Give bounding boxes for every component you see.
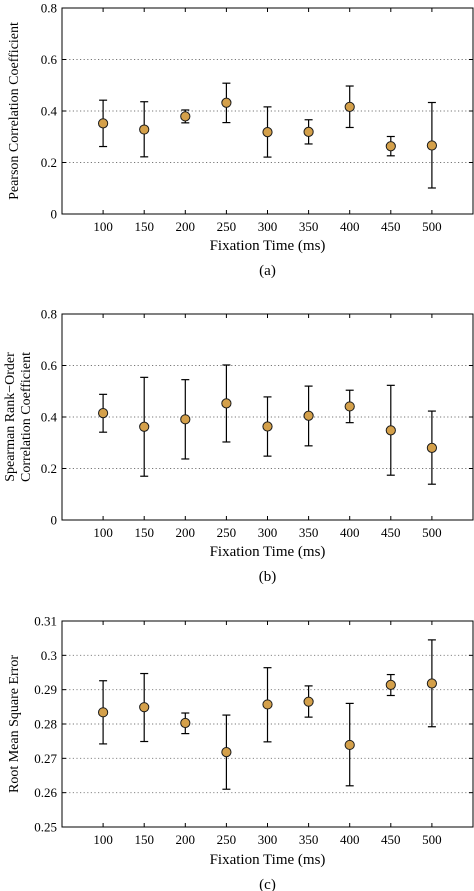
data-point [180, 111, 191, 122]
x-tick-label: 200 [176, 525, 196, 540]
y-axis-ticks: 0 0.2 0.4 0.6 0.8 [41, 1, 473, 222]
chart-panel-a: 0 0.2 0.4 0.6 0.8 100 150 200 250 300 350 400 450 50… [7, 1, 474, 279]
data-point [221, 97, 232, 108]
data-point [98, 118, 109, 129]
data-point [303, 126, 314, 137]
x-tick-label: 100 [93, 832, 113, 847]
data-point [262, 127, 273, 138]
x-axis-label: Fixation Time (ms) [210, 238, 326, 254]
panel-label: (c) [259, 877, 276, 891]
x-tick-label: 150 [134, 219, 154, 234]
x-tick-label: 150 [134, 832, 154, 847]
x-tick-label: 350 [299, 832, 319, 847]
data-point [262, 421, 273, 432]
y-tick-label: 0.3 [41, 648, 57, 663]
y-tick-label: 0.25 [34, 820, 57, 835]
data-point [426, 140, 437, 151]
data-point [385, 679, 396, 690]
y-tick-label: 0 [51, 207, 58, 222]
y-tick-label: 0.8 [41, 307, 57, 322]
x-tick-label: 150 [134, 525, 154, 540]
y-tick-label: 0.6 [41, 358, 58, 373]
y-tick-label: 0.28 [34, 717, 57, 732]
y-tick-label: 0 [51, 513, 58, 528]
x-tick-label: 200 [176, 219, 196, 234]
x-tick-label: 400 [340, 832, 360, 847]
x-tick-label: 450 [381, 525, 401, 540]
x-tick-label: 500 [422, 832, 442, 847]
data-point [180, 414, 191, 425]
x-tick-label: 350 [299, 219, 319, 234]
data-point [344, 401, 355, 412]
y-axis-label-line: Root Mean Square Error [7, 655, 22, 793]
data-point [139, 702, 150, 713]
data-point [303, 410, 314, 421]
x-tick-label: 450 [381, 832, 401, 847]
data-point [303, 696, 314, 707]
y-axis-label: Pearson Correlation Coefficient [7, 22, 22, 200]
data-point [139, 421, 150, 432]
x-tick-label: 100 [93, 525, 113, 540]
y-axis-label-line: Pearson Correlation Coefficient [7, 22, 22, 200]
y-tick-label: 0.26 [34, 785, 57, 800]
data-point [385, 141, 396, 152]
data-point [98, 408, 109, 419]
x-tick-label: 400 [340, 219, 360, 234]
y-tick-label: 0.4 [41, 410, 58, 425]
y-tick-label: 0.29 [34, 682, 57, 697]
y-axis-label: Root Mean Square Error [7, 655, 22, 793]
x-tick-label: 300 [258, 832, 278, 847]
y-axis-ticks: 0.25 0.26 0.27 0.28 0.29 0.3 0.31 [34, 614, 473, 835]
x-tick-label: 500 [422, 219, 442, 234]
chart-panel-b: 0 0.2 0.4 0.6 0.8 100 150 200 250 300 350 400 450 50… [3, 307, 474, 585]
x-axis-ticks: 100 150 200 250 300 350 400 450 500 [93, 8, 442, 234]
x-axis-label: Fixation Time (ms) [210, 544, 326, 560]
x-tick-label: 400 [340, 525, 360, 540]
x-tick-label: 300 [258, 525, 278, 540]
y-tick-label: 0.2 [41, 155, 57, 170]
x-tick-label: 250 [217, 832, 237, 847]
gridlines [62, 654, 473, 794]
x-axis-label: Fixation Time (ms) [210, 852, 326, 868]
data-point [98, 707, 109, 718]
data-point [385, 425, 396, 436]
x-tick-label: 350 [299, 525, 319, 540]
data-points [98, 364, 437, 485]
x-tick-label: 500 [422, 525, 442, 540]
data-point [221, 398, 232, 409]
panel-label: (a) [259, 263, 276, 279]
data-point [262, 699, 273, 710]
y-axis-ticks: 0 0.2 0.4 0.6 0.8 [41, 307, 473, 528]
panel-label: (b) [259, 569, 277, 585]
x-tick-label: 300 [258, 219, 278, 234]
y-axis-label-line: Correlation Coefficient [19, 352, 34, 482]
x-tick-label: 250 [217, 219, 237, 234]
x-tick-label: 250 [217, 525, 237, 540]
data-point [426, 678, 437, 689]
data-points [98, 82, 437, 189]
x-tick-label: 100 [93, 219, 113, 234]
y-axis-label: Spearman Rank−OrderCorrelation Coefficie… [3, 352, 34, 482]
data-point [426, 442, 437, 453]
y-tick-label: 0.4 [41, 104, 58, 119]
data-point [139, 124, 150, 135]
data-point [221, 747, 232, 758]
chart-panel-c: 0.25 0.26 0.27 0.28 0.29 0.3 0.31 100 150 200 250… [7, 614, 474, 891]
data-point [344, 101, 355, 112]
data-point [344, 739, 355, 751]
y-axis-label-line: Spearman Rank−Order [3, 352, 18, 482]
x-axis-ticks: 100 150 200 250 300 350 400 450 500 [93, 621, 442, 847]
y-tick-label: 0.2 [41, 461, 57, 476]
x-tick-label: 200 [176, 832, 196, 847]
x-axis-ticks: 100 150 200 250 300 350 400 450 500 [93, 314, 442, 540]
data-point [180, 717, 191, 729]
data-points [98, 639, 437, 790]
y-tick-label: 0.6 [41, 52, 58, 67]
y-tick-label: 0.31 [34, 614, 57, 629]
x-tick-label: 450 [381, 219, 401, 234]
y-tick-label: 0.27 [34, 751, 57, 766]
y-tick-label: 0.8 [41, 1, 57, 16]
